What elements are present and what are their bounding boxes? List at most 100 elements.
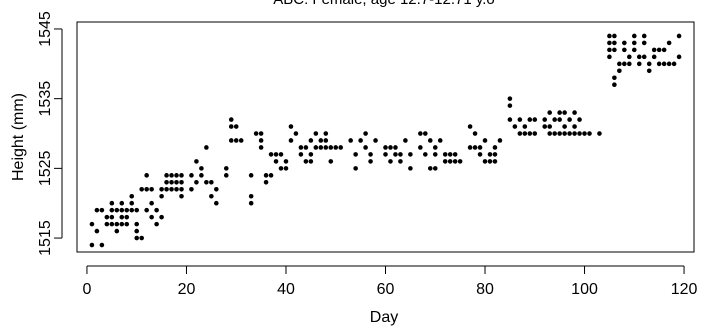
data-point [552,117,557,122]
data-point [209,193,214,199]
data-point [507,103,513,108]
data-point [214,186,219,192]
data-point [497,138,503,143]
data-point [527,131,533,136]
data-point [641,54,647,60]
data-point [134,235,140,241]
data-point [109,207,115,213]
data-point [512,124,518,129]
data-point [238,138,244,143]
data-point [472,131,478,136]
data-point [447,152,453,157]
y-tick-label: 1515 [37,220,54,256]
data-point [572,131,577,136]
data-point [323,145,329,150]
data-point [622,61,627,67]
data-point [577,117,582,122]
plot-frame [76,21,695,253]
data-point [666,61,672,67]
data-point [318,138,324,143]
data-point [293,131,299,136]
data-point [636,54,642,60]
data-point [358,138,363,143]
data-point [89,242,95,248]
data-points [89,33,682,248]
data-point [154,221,159,227]
data-point [129,207,135,213]
data-point [363,131,368,136]
data-point [398,159,403,164]
data-point [353,166,358,171]
data-point [492,145,498,150]
data-point [398,152,403,157]
data-point [442,152,448,157]
data-point [179,193,184,199]
data-point [646,68,652,74]
data-point [432,152,438,157]
data-point [114,228,120,234]
data-point [268,173,274,178]
data-point [228,117,234,122]
data-point [99,207,105,213]
data-point [318,145,324,150]
data-point [418,145,423,150]
data-point [567,117,572,122]
data-point [641,33,647,39]
data-point [572,110,577,115]
data-point [268,152,274,157]
x-tick-label: 100 [571,281,598,298]
data-point [353,152,358,157]
data-point [587,131,592,136]
data-point [622,40,627,46]
data-point [308,138,314,143]
data-point [383,152,388,157]
data-point [427,166,433,171]
data-point [119,214,125,220]
data-point [656,47,662,53]
data-point [194,159,199,164]
data-point [228,138,234,143]
data-point [179,173,184,178]
data-point [612,47,617,53]
x-tick-label: 40 [277,281,295,298]
chart-title: ABC: Female, age 12.7-12.71 y.o [273,0,495,8]
data-point [288,124,294,129]
data-point [517,117,523,122]
data-point [278,152,284,157]
data-point [676,33,682,39]
data-point [189,173,194,178]
data-point [403,138,408,143]
data-point [368,159,373,164]
data-point [452,152,458,157]
data-point [119,207,125,213]
data-point [432,166,438,171]
data-point [303,159,309,164]
data-point [114,221,120,227]
data-point [477,145,483,150]
data-point [204,145,209,150]
data-point [313,145,319,150]
data-point [457,159,463,164]
data-point [477,152,483,157]
data-point [124,221,130,227]
data-point [547,124,553,129]
y-axis: 1515 1525 1535 1545 [37,11,63,256]
data-point [651,54,657,60]
data-point [577,131,582,136]
data-point [283,166,289,171]
data-point [258,138,264,143]
data-point [661,61,667,67]
data-point [189,186,194,192]
data-point [129,200,135,206]
data-point [393,145,398,150]
data-point [617,61,622,67]
data-point [109,214,115,220]
data-point [124,214,130,220]
data-point [646,61,652,67]
data-point [671,61,677,67]
data-point [373,138,378,143]
data-point [174,180,179,185]
data-point [631,33,637,39]
data-point [437,138,443,143]
